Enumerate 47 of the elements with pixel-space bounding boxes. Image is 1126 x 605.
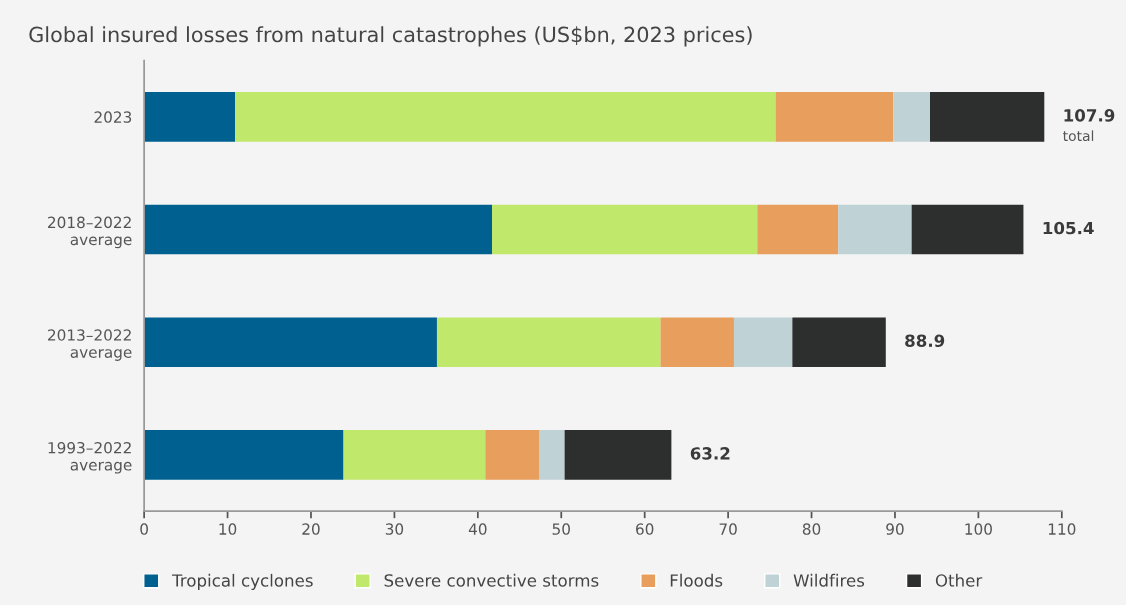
bar [775, 92, 894, 142]
legend-label: Severe convective storms [384, 573, 599, 587]
x-tick-label: 100 [965, 523, 992, 535]
x-tick-label: 20 [302, 523, 320, 535]
bar [144, 92, 236, 142]
chart-title: Global insured losses from natural catastrophes (US$bn, 2023 prices) [29, 26, 752, 47]
x-tick-label: 0 [140, 523, 148, 535]
bar [893, 92, 930, 142]
bar [436, 317, 661, 367]
bar [485, 430, 540, 480]
bar [792, 317, 886, 367]
bar [911, 204, 1024, 255]
x-tick-label: 30 [385, 523, 404, 535]
legend-label: Other [935, 573, 983, 587]
legend-label: Floods [670, 573, 723, 587]
legend-label: Tropical cyclones [172, 573, 313, 590]
y-tick-label: 2018–2022 average [48, 216, 132, 249]
total-label: 107.9 [1064, 109, 1115, 122]
bar [235, 92, 776, 142]
bar [838, 204, 912, 255]
y-tick-label: 2023 [94, 111, 132, 123]
bar [144, 204, 493, 255]
y-tick-label: 1993–2022 average [48, 441, 132, 474]
bar [733, 317, 793, 367]
bar [564, 430, 672, 480]
bar [144, 430, 344, 480]
bar [660, 317, 734, 367]
x-tick-label: 60 [636, 523, 654, 535]
x-tick-label: 110 [1048, 523, 1076, 535]
total-label: 63.2 [690, 447, 730, 460]
y-tick-label: 2013–2022 average [48, 329, 132, 361]
x-tick-label: 90 [886, 523, 904, 535]
x-tick-label: 10 [219, 523, 237, 535]
x-tick-label: 40 [468, 523, 487, 535]
x-tick-label: 70 [719, 523, 737, 535]
bar [539, 430, 565, 480]
legend-label: Wildfires [793, 573, 865, 587]
x-tick-label: 80 [802, 523, 821, 535]
total-label: 105.4 [1043, 221, 1094, 235]
annotation: total [1063, 130, 1094, 142]
bar [144, 317, 437, 367]
bar [757, 204, 839, 255]
x-tick-label: 50 [552, 523, 570, 535]
bar [930, 92, 1045, 142]
bar [492, 204, 758, 255]
bar [343, 430, 486, 480]
total-label: 88.9 [905, 334, 945, 348]
